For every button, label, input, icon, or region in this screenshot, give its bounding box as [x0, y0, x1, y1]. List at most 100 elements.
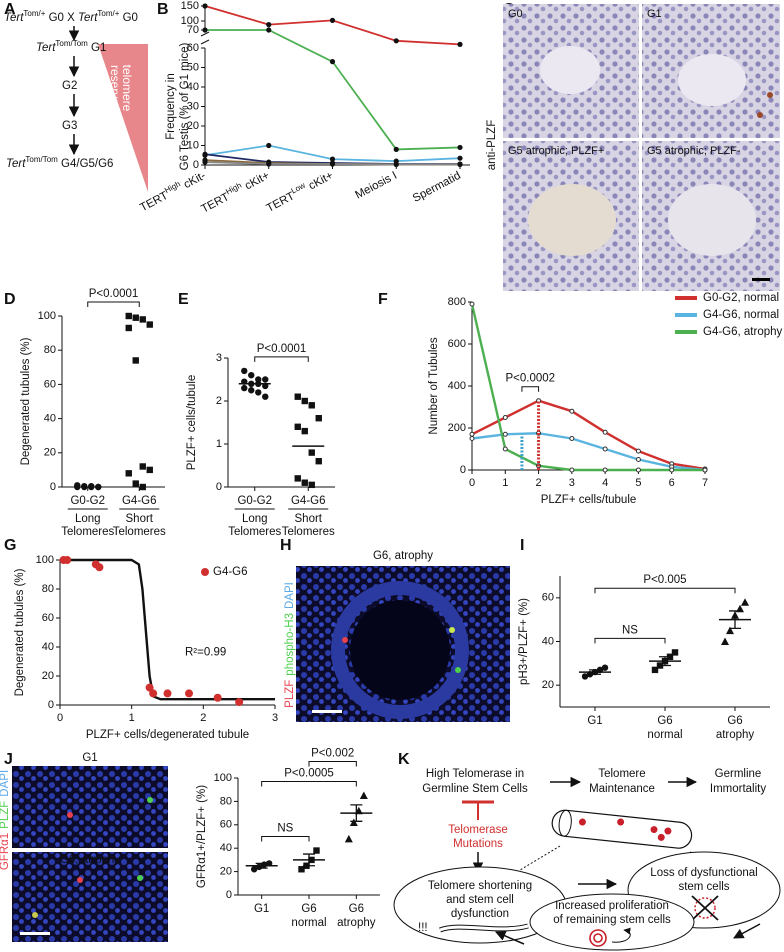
micrograph-title: G6, atrophy	[60, 854, 120, 866]
stained-cell	[342, 637, 348, 643]
annotation: P<0.0001	[89, 288, 139, 300]
data-point	[139, 316, 146, 323]
y-tick-label: 80	[220, 795, 232, 807]
lineage-part: Tert	[78, 12, 98, 24]
error-bar	[729, 610, 741, 630]
data-point	[469, 431, 475, 437]
x-tick-label: 3	[569, 477, 575, 489]
x-tick-sublabel: normal	[647, 729, 682, 741]
data-point	[294, 423, 301, 430]
stained-cell	[449, 627, 455, 633]
wedge-label: telomere	[120, 65, 134, 112]
y-tick-label: 100	[38, 310, 56, 322]
y-tick-label: 80	[44, 344, 56, 356]
stained-cell	[77, 877, 83, 883]
data-point	[329, 161, 336, 167]
y-tick-label: 0	[50, 481, 56, 493]
data-point	[202, 159, 208, 165]
cell-icon	[589, 929, 607, 947]
y-axis-label: Number of Tubules	[428, 337, 440, 434]
lineage-part: Tom/Tom	[25, 155, 58, 164]
node-text: High Telomerase in	[426, 768, 524, 780]
y-axis-label: G6 Testis (% of G1 mice)	[179, 43, 191, 171]
panel-label: B	[157, 1, 169, 18]
alarm: !!!	[418, 922, 428, 934]
lineage-part: G0 X	[45, 12, 78, 24]
annotation: P<0.005	[643, 574, 686, 586]
data-point	[313, 847, 320, 854]
data-point	[635, 448, 641, 454]
data-point	[95, 483, 102, 491]
y-tick-label: 60	[187, 42, 199, 54]
lineage-part: Tert	[6, 158, 26, 170]
data-point	[298, 866, 305, 873]
cell-icon	[578, 818, 586, 826]
axis-break	[200, 31, 210, 37]
data-point	[266, 161, 272, 167]
y-tick-label: 70	[187, 24, 199, 36]
data-point	[63, 556, 72, 564]
y-tick-label: 60	[42, 612, 54, 624]
y-tick-label: 100	[181, 15, 199, 27]
lumen	[350, 600, 450, 700]
stain-name: phospho-H3	[284, 613, 296, 676]
data-point	[457, 41, 463, 48]
y-tick-label: 60	[44, 378, 56, 390]
micrograph-label: G0	[508, 8, 523, 20]
arrow	[611, 927, 631, 943]
category-name: TERT	[265, 190, 297, 215]
x-tick-sublabel: Telomeres	[282, 526, 335, 538]
category-suffix: cKit-	[179, 170, 208, 193]
node-text: Telomere	[598, 768, 645, 780]
node-text: dysfunction	[451, 908, 509, 920]
significance-bracket	[254, 356, 309, 362]
data-point	[301, 479, 308, 486]
annotation: P<0.0001	[257, 343, 307, 355]
y-tick-label: 50	[187, 61, 199, 73]
y-tick-label: 0	[216, 481, 222, 493]
axis-break	[200, 39, 210, 45]
data-point	[457, 155, 463, 161]
data-point	[202, 27, 208, 33]
x-tick-label: 3	[272, 712, 278, 724]
data-point	[581, 673, 589, 680]
data-point	[163, 689, 172, 698]
y-tick-label: 1	[216, 438, 222, 450]
annotation: P<0.0002	[505, 373, 555, 385]
micrographs-j: G1 G6, atrophy GFRα1 PLZF DAPI	[0, 752, 168, 942]
data-point	[125, 470, 132, 477]
legend-label: G4-G6, normal	[703, 309, 779, 321]
data-point	[602, 467, 608, 473]
data-point	[569, 408, 575, 414]
data-point	[308, 481, 315, 489]
x-tick-label: 2	[536, 477, 542, 489]
y-tick-label: 40	[542, 635, 554, 647]
x-tick-label: 0	[469, 477, 475, 489]
x-tick-label: G4-G6	[291, 495, 326, 507]
data-point	[469, 301, 475, 307]
significance-bracket	[521, 386, 540, 392]
legend-label: G4-G6	[213, 566, 248, 578]
data-point	[262, 393, 269, 400]
data-point	[248, 387, 255, 394]
data-point	[569, 436, 575, 441]
data-point	[95, 563, 104, 572]
cell-icon	[657, 833, 665, 841]
error-bar	[659, 656, 671, 667]
data-point	[266, 142, 272, 149]
y-axis-label: pH3+/PLZF+ (%)	[518, 598, 530, 685]
data-point	[74, 482, 81, 489]
lineage-part: Tom/+	[23, 9, 45, 18]
wedge	[98, 44, 148, 192]
x-tick-label: TERTLow cKit+	[263, 167, 335, 215]
y-tick-label: 0	[226, 889, 232, 901]
data-point	[202, 3, 208, 9]
error-bar	[589, 669, 601, 675]
y-tick-label: 60	[542, 592, 554, 604]
error-bar	[303, 853, 315, 867]
stained-cell	[67, 812, 73, 818]
x-tick-label: Meiosis I	[353, 170, 399, 202]
scale-bar	[752, 278, 770, 281]
data-point	[262, 376, 269, 383]
legend-swatch	[201, 568, 209, 576]
